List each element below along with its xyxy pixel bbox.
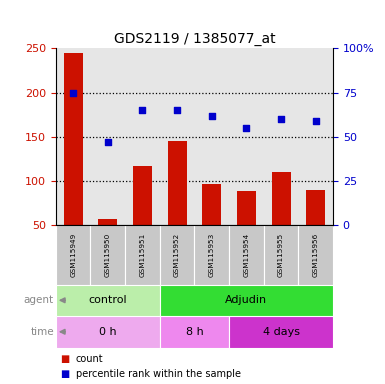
Text: Adjudin: Adjudin — [225, 295, 268, 305]
Text: 4 days: 4 days — [263, 327, 300, 337]
Text: 8 h: 8 h — [186, 327, 203, 337]
Bar — [194, 48, 229, 225]
Bar — [167, 141, 187, 269]
Bar — [306, 190, 325, 269]
Bar — [298, 48, 333, 225]
Text: GSM115949: GSM115949 — [70, 233, 76, 277]
Text: GSM115952: GSM115952 — [174, 233, 180, 277]
Point — [313, 118, 319, 124]
Bar — [194, 225, 229, 285]
Bar — [160, 225, 194, 285]
Bar — [125, 225, 160, 285]
Point — [139, 107, 146, 113]
Bar — [56, 48, 90, 225]
Text: GSM115951: GSM115951 — [139, 233, 146, 277]
Bar — [56, 225, 90, 285]
Point — [174, 107, 180, 113]
Bar — [160, 285, 333, 316]
Bar — [237, 190, 256, 269]
Bar — [160, 316, 229, 348]
Bar — [229, 225, 264, 285]
Bar — [98, 219, 117, 269]
Bar — [229, 48, 264, 225]
Bar — [264, 48, 298, 225]
Text: percentile rank within the sample: percentile rank within the sample — [76, 369, 241, 379]
Bar — [229, 316, 333, 348]
Text: GSM115956: GSM115956 — [313, 233, 319, 277]
Bar — [264, 225, 298, 285]
Bar — [90, 225, 125, 285]
Text: GSM115954: GSM115954 — [243, 233, 249, 277]
Point — [209, 113, 215, 119]
Bar — [298, 225, 333, 285]
Bar — [64, 53, 83, 269]
Text: time: time — [30, 327, 54, 337]
Title: GDS2119 / 1385077_at: GDS2119 / 1385077_at — [114, 32, 275, 46]
Bar — [56, 285, 160, 316]
Bar — [133, 166, 152, 269]
Bar — [125, 48, 160, 225]
Bar — [202, 184, 221, 269]
Point — [278, 116, 284, 122]
Text: agent: agent — [24, 295, 54, 305]
Bar — [90, 48, 125, 225]
Bar — [160, 48, 194, 225]
Point — [243, 125, 249, 131]
Text: ■: ■ — [60, 354, 69, 364]
Bar — [56, 316, 160, 348]
Text: GSM115953: GSM115953 — [209, 233, 215, 277]
Point — [105, 139, 111, 145]
Text: count: count — [76, 354, 104, 364]
Text: GSM115955: GSM115955 — [278, 233, 284, 277]
Point — [70, 89, 76, 96]
Text: ■: ■ — [60, 369, 69, 379]
Text: 0 h: 0 h — [99, 327, 117, 337]
Bar — [271, 172, 291, 269]
Text: control: control — [89, 295, 127, 305]
Text: GSM115950: GSM115950 — [105, 233, 111, 277]
